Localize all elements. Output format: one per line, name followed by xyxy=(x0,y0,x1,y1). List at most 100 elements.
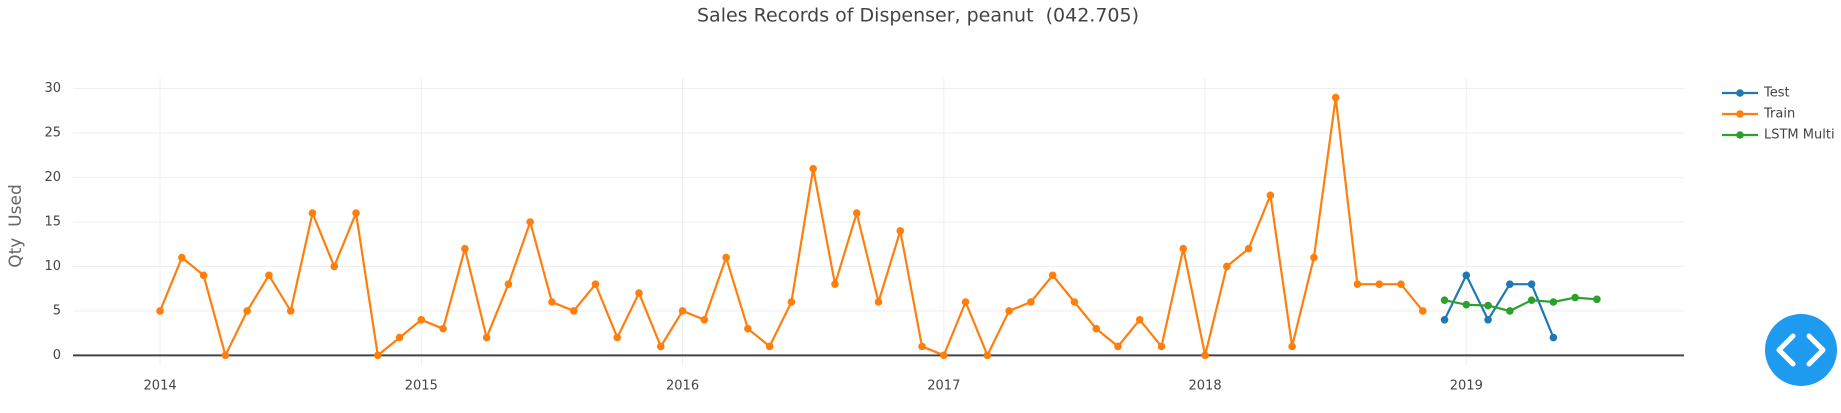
data-point xyxy=(1462,271,1471,280)
y-tick-label: 5 xyxy=(53,303,61,318)
legend-label: Train xyxy=(1763,107,1795,122)
legend-label: LSTM Multi xyxy=(1764,128,1835,143)
data-point xyxy=(417,315,426,324)
data-point xyxy=(1048,271,1057,280)
data-point xyxy=(308,209,317,217)
data-point xyxy=(613,333,622,342)
data-point xyxy=(1397,280,1405,289)
data-point xyxy=(1484,315,1492,324)
data-point xyxy=(395,333,404,342)
data-point xyxy=(1593,295,1601,304)
legend-marker xyxy=(1736,110,1744,118)
y-tick-label: 20 xyxy=(44,170,61,185)
x-tick-label: 2018 xyxy=(1189,379,1222,394)
data-point xyxy=(199,271,208,280)
data-point xyxy=(526,218,534,226)
code-button[interactable] xyxy=(1765,314,1837,386)
data-point xyxy=(1005,307,1013,315)
data-point xyxy=(1223,262,1231,271)
data-point xyxy=(983,351,992,360)
data-point xyxy=(243,307,251,315)
data-point xyxy=(1353,280,1362,289)
data-point xyxy=(461,244,469,253)
data-point xyxy=(1549,298,1558,306)
data-point xyxy=(1288,342,1296,351)
data-point xyxy=(1484,301,1492,310)
series xyxy=(156,93,1427,360)
y-axis-title: Qty Used xyxy=(6,184,26,267)
data-point xyxy=(656,342,665,351)
x-tick-label: 2016 xyxy=(666,379,699,394)
data-point xyxy=(1201,351,1209,360)
y-tick-label: 10 xyxy=(44,259,61,274)
data-point xyxy=(700,315,709,324)
data-point xyxy=(1571,293,1579,302)
data-point xyxy=(635,289,643,297)
y-tick-label: 25 xyxy=(44,126,61,141)
legend-marker xyxy=(1736,131,1744,139)
data-point xyxy=(1527,296,1536,305)
data-point xyxy=(1135,315,1144,324)
data-point xyxy=(1331,93,1340,102)
data-point xyxy=(1114,342,1122,351)
data-point xyxy=(961,298,970,306)
data-point xyxy=(722,253,730,262)
series xyxy=(1440,293,1601,315)
chart-title: Sales Records of Dispenser, peanut (042.… xyxy=(697,5,1139,27)
data-point xyxy=(569,307,578,315)
data-point xyxy=(831,280,839,289)
data-point xyxy=(1179,244,1188,253)
data-point xyxy=(439,324,447,333)
data-point xyxy=(896,227,905,235)
data-point xyxy=(548,298,556,306)
code-icon[interactable] xyxy=(1776,333,1826,367)
x-tick-label: 2019 xyxy=(1450,379,1483,394)
data-point xyxy=(1506,280,1514,289)
x-tick-label: 2015 xyxy=(405,379,438,394)
series-line xyxy=(159,97,1424,359)
data-point xyxy=(678,307,687,315)
data-point xyxy=(765,342,774,351)
data-point xyxy=(1266,191,1275,200)
data-point xyxy=(874,298,883,306)
legend-marker xyxy=(1736,89,1744,97)
data-point xyxy=(809,164,817,173)
data-point xyxy=(352,209,360,217)
data-point xyxy=(330,262,339,271)
data-point xyxy=(265,271,273,280)
data-point xyxy=(1310,253,1318,262)
data-point xyxy=(504,280,513,289)
data-point xyxy=(1157,342,1166,351)
data-point xyxy=(1462,300,1471,309)
legend-label: Test xyxy=(1763,86,1790,101)
data-point xyxy=(1506,307,1514,315)
data-point xyxy=(221,351,230,360)
data-point xyxy=(1375,280,1384,289)
y-tick-label: 30 xyxy=(44,81,61,96)
y-tick-label: 15 xyxy=(44,215,61,230)
x-tick-label: 2017 xyxy=(927,379,960,394)
data-point xyxy=(787,298,796,306)
data-point xyxy=(1440,296,1449,305)
data-point xyxy=(1418,307,1427,315)
data-point xyxy=(1549,333,1558,342)
series xyxy=(1440,271,1558,342)
data-point xyxy=(918,342,926,351)
data-point xyxy=(1440,315,1449,324)
data-point xyxy=(482,333,491,342)
data-point xyxy=(852,209,861,217)
series-line xyxy=(1443,272,1555,339)
data-point xyxy=(1070,298,1079,306)
data-point xyxy=(286,307,295,315)
data-point xyxy=(1092,324,1101,333)
data-point xyxy=(744,324,752,333)
data-point xyxy=(156,307,164,315)
data-point xyxy=(373,351,382,360)
y-tick-label: 0 xyxy=(53,348,61,363)
data-point xyxy=(178,253,186,262)
data-point xyxy=(940,351,948,360)
data-point xyxy=(1244,244,1253,253)
button-circle[interactable] xyxy=(1765,314,1837,386)
data-point xyxy=(591,280,600,289)
